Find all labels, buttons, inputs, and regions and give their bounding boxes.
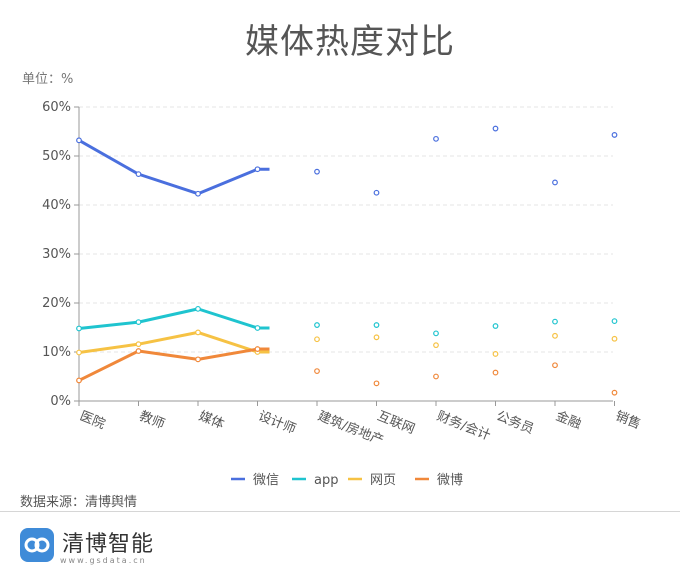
chart-title: 媒体热度对比 xyxy=(245,22,455,62)
data-point xyxy=(552,179,558,186)
data-point xyxy=(373,334,380,341)
data-point xyxy=(135,341,142,348)
legend: 微信 app 网页 微博 xyxy=(231,473,463,488)
x-tick-label: 媒体 xyxy=(197,409,227,433)
data-point xyxy=(76,349,82,356)
data-point xyxy=(135,348,142,354)
x-tick-label: 教师 xyxy=(137,408,167,433)
series-line xyxy=(78,347,270,382)
legend-label: app xyxy=(314,473,338,488)
x-tick-label: 财务/会计 xyxy=(435,408,493,444)
y-tick-label: 0% xyxy=(50,394,71,409)
unit-label: 单位：% xyxy=(22,72,74,87)
data-point xyxy=(552,318,558,325)
series-line xyxy=(78,307,270,330)
data-point xyxy=(492,351,499,357)
data-point xyxy=(314,336,320,343)
data-point xyxy=(552,332,558,339)
data-point xyxy=(76,377,82,384)
brand-domain: www.gsdata.cn xyxy=(60,556,147,565)
data-point xyxy=(195,329,201,336)
data-point xyxy=(373,322,380,328)
data-point xyxy=(195,305,201,312)
data-point xyxy=(611,318,618,325)
data-point xyxy=(373,189,380,196)
brand-logo-icon xyxy=(20,528,54,562)
data-point xyxy=(492,323,499,329)
x-tick-label: 金融 xyxy=(554,408,584,433)
data-point xyxy=(314,168,320,175)
data-point xyxy=(76,325,82,332)
legend-label: 微博 xyxy=(437,473,463,488)
data-point xyxy=(195,356,201,363)
x-tick-label: 销售 xyxy=(613,408,643,433)
data-point xyxy=(76,137,82,144)
series-line xyxy=(78,330,270,354)
footer-divider xyxy=(0,511,680,512)
x-tick-label: 设计师 xyxy=(256,409,298,438)
data-point xyxy=(433,342,439,349)
y-tick-label: 20% xyxy=(42,296,71,311)
data-point xyxy=(611,389,618,396)
y-tick-label: 30% xyxy=(42,247,71,262)
x-tick-label: 公务员 xyxy=(494,408,536,437)
legend-label: 网页 xyxy=(370,473,396,488)
data-point xyxy=(135,171,142,178)
data-point xyxy=(433,330,439,337)
brand-logo[interactable]: 清博智能 www.gsdata.cn xyxy=(20,526,220,570)
data-source: 数据来源：清博舆情 xyxy=(20,495,138,510)
data-point xyxy=(195,190,201,197)
data-point xyxy=(611,132,618,138)
x-tick-label: 医院 xyxy=(78,409,108,433)
y-tick-label: 10% xyxy=(42,345,71,360)
data-point xyxy=(135,319,142,326)
data-point xyxy=(314,368,320,375)
data-point xyxy=(433,373,439,380)
data-point xyxy=(611,335,618,342)
data-point xyxy=(552,362,558,369)
series-layer xyxy=(76,125,618,396)
y-tick-label: 60% xyxy=(42,100,71,115)
brand-name: 清博智能 xyxy=(62,532,155,557)
data-point xyxy=(492,369,499,376)
data-point xyxy=(433,135,439,142)
data-point xyxy=(254,346,261,352)
data-point xyxy=(492,125,499,132)
data-point xyxy=(254,166,261,173)
legend-label: 微信 xyxy=(253,473,279,488)
grid-layer xyxy=(79,106,613,353)
y-tick-label: 50% xyxy=(42,149,71,164)
data-point xyxy=(314,322,320,328)
data-point xyxy=(373,380,380,387)
x-tick-label: 建筑/房地产 xyxy=(316,408,386,449)
y-tick-label: 40% xyxy=(42,198,71,213)
series-line xyxy=(78,139,270,196)
data-point xyxy=(254,325,261,331)
